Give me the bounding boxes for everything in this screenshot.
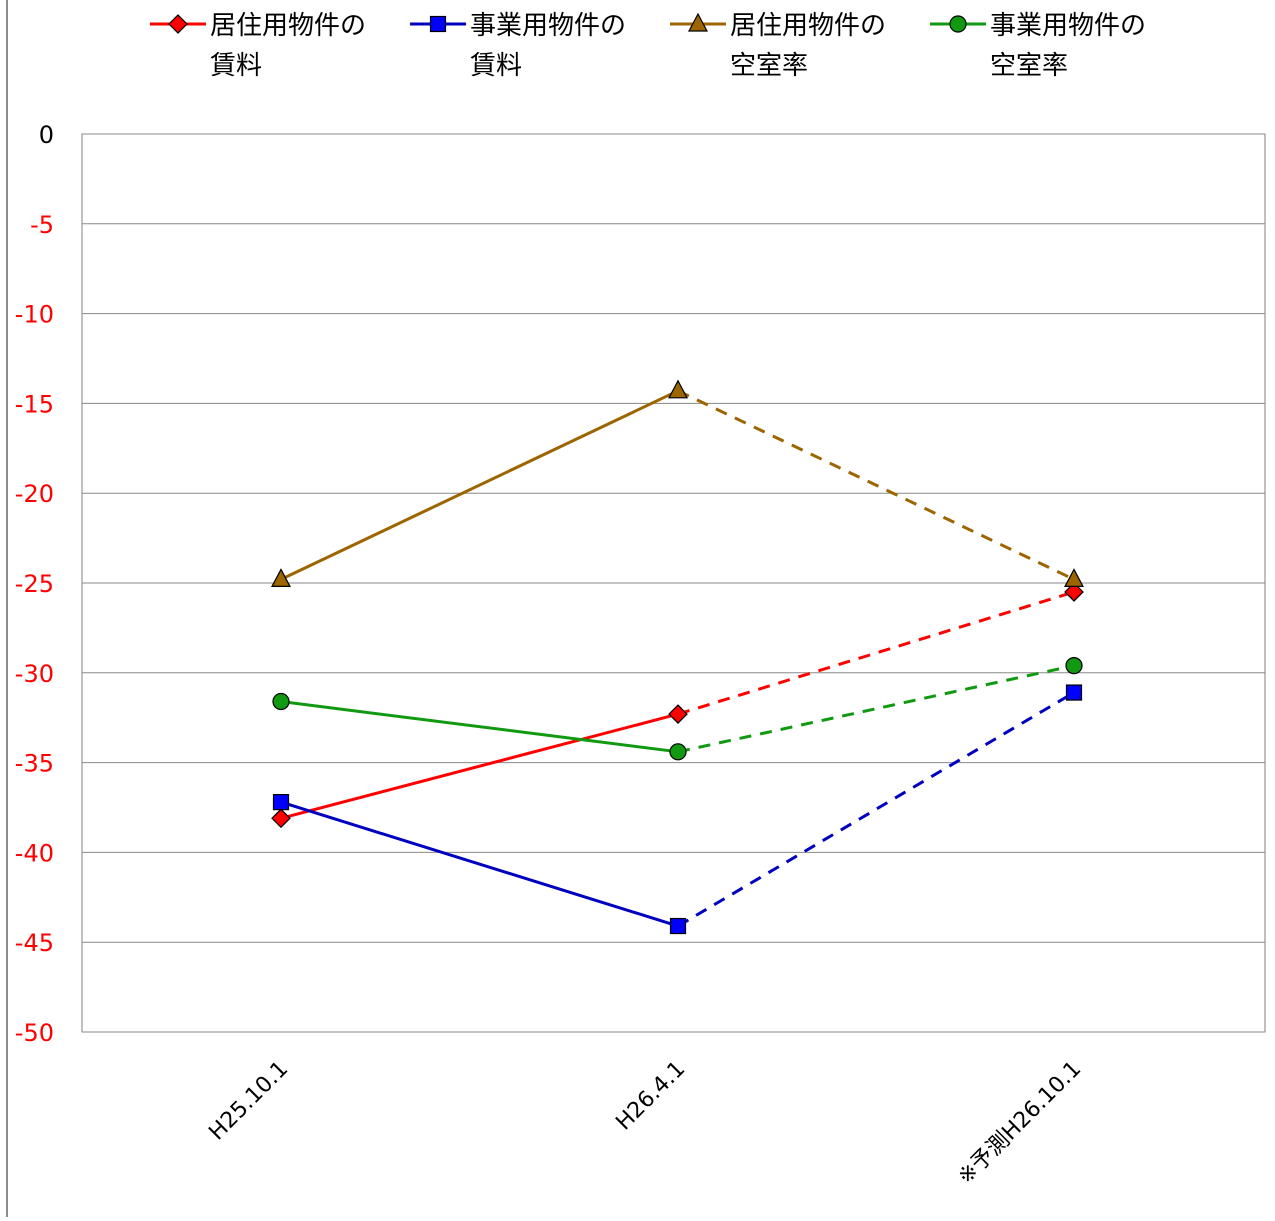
legend-marker (688, 12, 708, 32)
data-point (1064, 568, 1084, 588)
series-4 (272, 657, 1083, 761)
data-point (668, 704, 688, 724)
legend-label: 居住用物件の (730, 11, 886, 41)
legend-label: 空室率 (730, 51, 808, 81)
data-point (271, 568, 291, 588)
series-3 (271, 379, 1084, 588)
legend-marker (949, 15, 967, 33)
x-tick-label: ※予測H26.10.1 (953, 1057, 1086, 1190)
data-point (1065, 684, 1083, 701)
series-segment (280, 389, 679, 581)
legend-label: 居住用物件の (210, 11, 366, 41)
series-segment (280, 800, 679, 928)
y-tick-label: -15 (15, 390, 54, 418)
series-forecast-segment (677, 664, 1075, 754)
y-tick-label: -25 (15, 570, 54, 598)
legend-label: 事業用物件の (990, 11, 1146, 41)
y-tick-label: -20 (15, 480, 54, 508)
y-tick-label: -50 (15, 1019, 54, 1047)
data-point (669, 917, 687, 935)
series-forecast-segment (677, 691, 1075, 928)
series-1 (271, 582, 1084, 829)
data-point (272, 794, 290, 811)
data-point (668, 379, 688, 399)
series-forecast-segment (677, 389, 1075, 581)
series-2 (272, 684, 1083, 935)
y-tick-label: -30 (15, 660, 54, 688)
data-point (1065, 657, 1083, 675)
x-tick-label: H26.4.1 (611, 1057, 690, 1136)
legend-label: 事業用物件の (470, 11, 626, 41)
y-tick-label: -45 (15, 929, 54, 957)
legend-marker (168, 14, 188, 34)
x-tick-label: H25.10.1 (204, 1057, 293, 1146)
legend-marker (429, 15, 447, 33)
y-tick-label: -5 (30, 211, 54, 239)
y-tick-label: -40 (15, 839, 54, 867)
legend-label: 賃料 (470, 51, 522, 81)
y-tick-label: -35 (15, 750, 54, 778)
data-point (1064, 582, 1084, 602)
series-forecast-segment (677, 590, 1075, 716)
data-point (669, 743, 687, 761)
data-point (272, 692, 290, 711)
y-tick-label: -10 (15, 301, 54, 329)
data-point (271, 808, 291, 829)
series-segment (280, 712, 679, 820)
legend-label: 空室率 (990, 51, 1068, 81)
y-tick-label: 0 (39, 121, 54, 149)
series-segment (280, 700, 679, 754)
legend-label: 賃料 (210, 51, 262, 81)
